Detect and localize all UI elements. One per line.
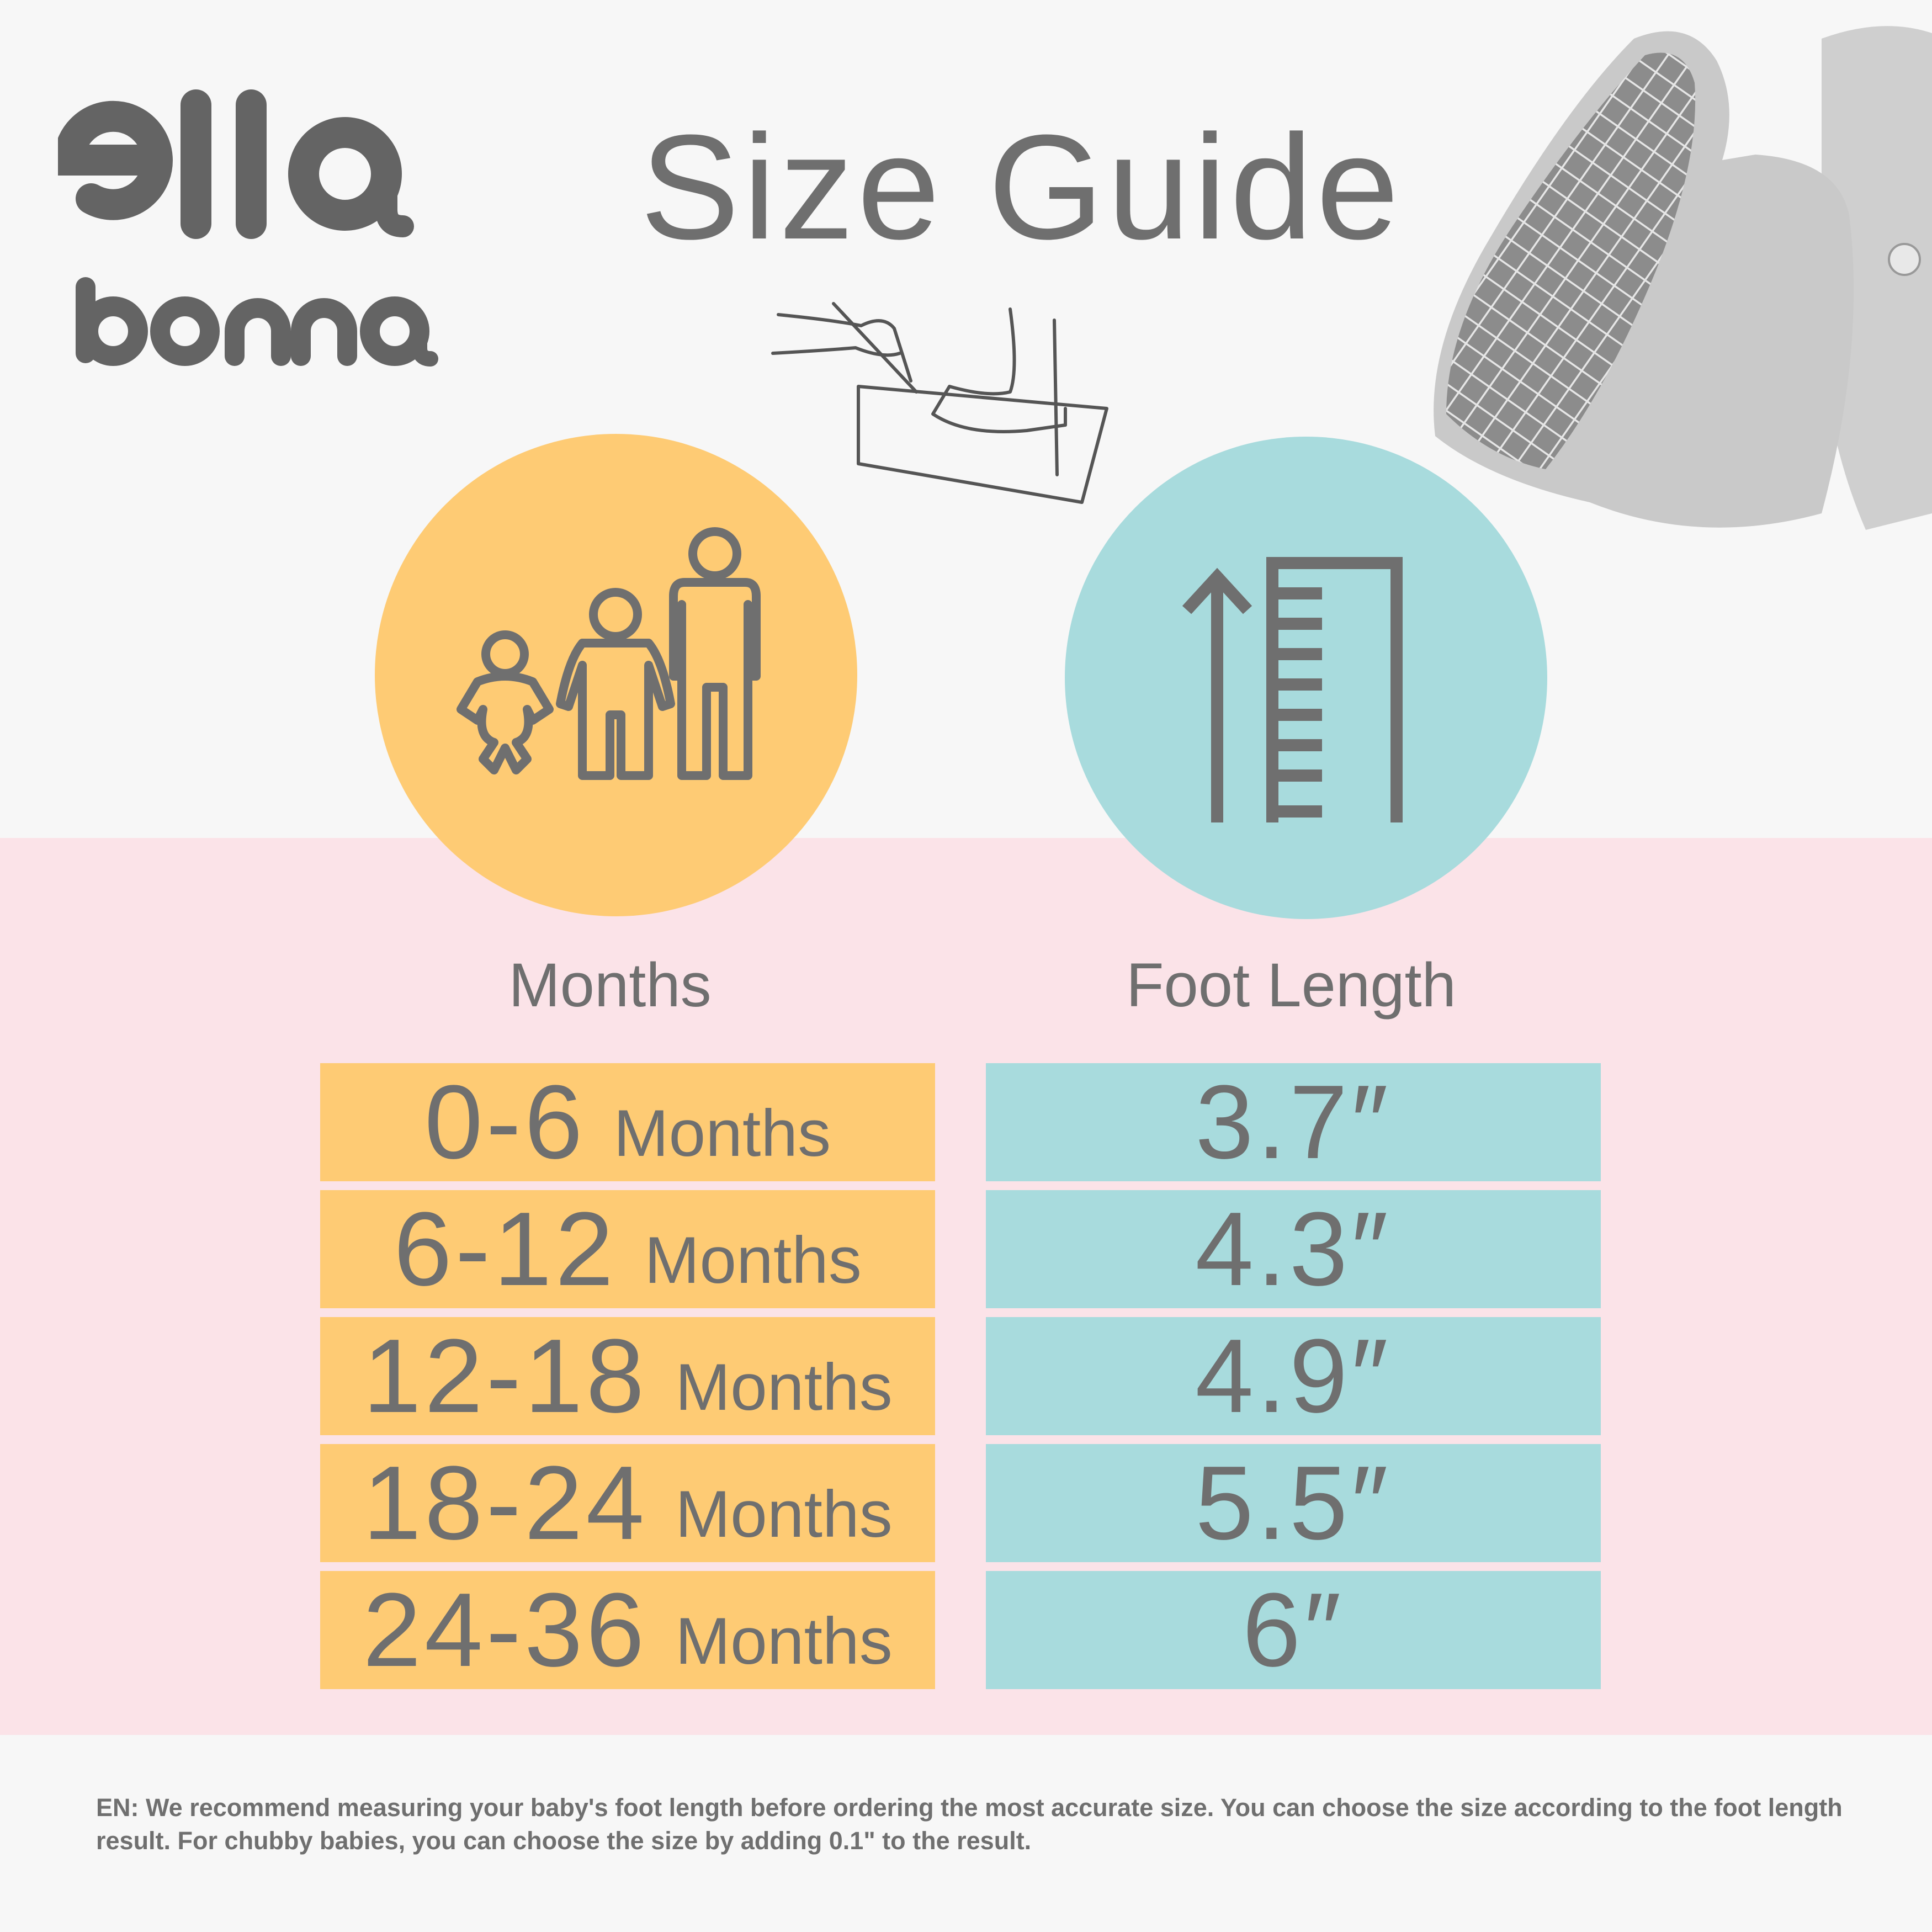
foot-length-value: 4.3″ [1195,1191,1392,1308]
ella-bonna-logo [58,89,438,367]
month-range: 12-18 [363,1318,648,1435]
foot-length-cell: 6″ [986,1571,1601,1689]
foot-length-value: 6″ [1242,1572,1345,1689]
month-range: 24-36 [363,1572,648,1689]
foot-length-value: 3.7″ [1195,1064,1392,1181]
foot-length-value: 5.5″ [1195,1445,1392,1562]
foot-length-circle [1065,437,1547,919]
foot-length-cell: 5.5″ [986,1444,1601,1562]
pink-band [0,838,1932,1735]
foot-length-cell: 4.9″ [986,1317,1601,1435]
months-circle [375,434,857,916]
foot-length-cell: 4.3″ [986,1190,1601,1308]
month-range: 6-12 [394,1191,617,1308]
months-cell: 6-12 Months [320,1190,935,1308]
family-growth-icon [457,527,761,780]
month-unit: Months [613,1096,831,1170]
foot-measuring-sketch [771,302,1108,504]
month-range: 0-6 [424,1064,586,1181]
months-header: Months [508,951,712,1020]
foot-length-cell: 3.7″ [986,1063,1601,1181]
foot-length-value: 4.9″ [1195,1318,1392,1435]
month-unit: Months [675,1604,893,1678]
baby-booties-photo [1434,26,1932,530]
month-unit: Months [644,1223,862,1297]
months-cell: 24-36 Months [320,1571,935,1689]
month-unit: Months [675,1350,893,1424]
footnote: EN: We recommend measuring your baby's f… [96,1793,1843,1855]
months-cell: 0-6 Months [320,1063,935,1181]
foot-length-header: Foot Length [1126,951,1456,1020]
month-range: 18-24 [363,1445,648,1562]
months-cell: 12-18 Months [320,1317,935,1435]
months-cell: 18-24 Months [320,1444,935,1562]
page-title: Size Guide [640,104,1403,270]
height-ruler-icon [1182,557,1403,822]
month-unit: Months [675,1477,893,1551]
